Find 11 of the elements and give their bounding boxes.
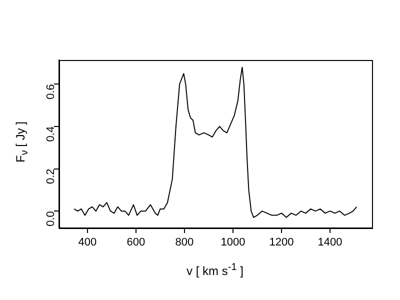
y-tick-label: 0.4	[45, 126, 58, 142]
y-tick-label: 0.0	[45, 211, 58, 226]
y-tick-label: 0.6	[45, 84, 58, 100]
y-tick-label: 0.2	[45, 168, 58, 184]
x-tick-label: 600	[126, 236, 146, 249]
x-tick-label: 1400	[318, 236, 342, 249]
x-tick-label: 1200	[269, 236, 294, 249]
x-axis-title: v [ km s$^{-1}$ ]	[186, 262, 244, 278]
x-tick-label: 1000	[220, 236, 246, 249]
x-tick-label: 800	[175, 236, 194, 249]
x-tick-label: 400	[78, 236, 97, 249]
